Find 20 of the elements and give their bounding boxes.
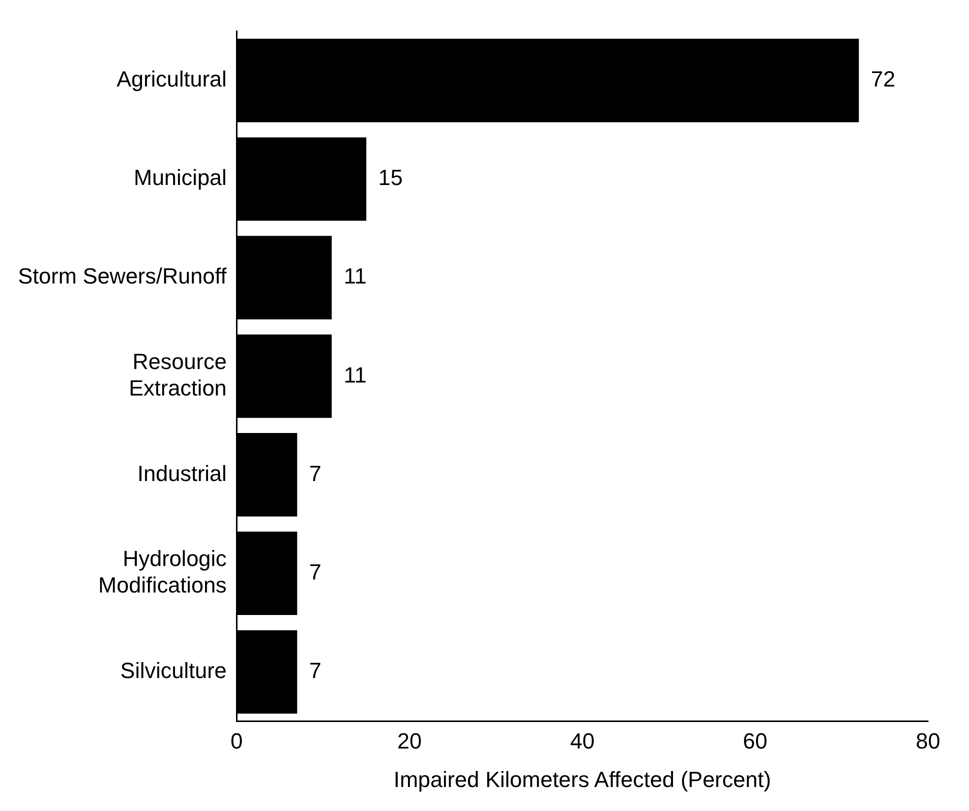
data-label: 11 — [344, 264, 367, 289]
y-tick-label: Municipal — [134, 165, 227, 190]
data-label: 15 — [378, 165, 403, 190]
y-tick-label: Industrial — [137, 460, 227, 486]
y-tick-label: Agricultural — [116, 66, 227, 92]
data-label: 7 — [309, 460, 322, 486]
data-label: 7 — [309, 658, 322, 683]
y-tick-label: Silviculture — [120, 658, 227, 683]
y-tick-label: Storm Sewers/Runoff — [18, 264, 228, 289]
data-label: 7 — [309, 559, 322, 584]
x-tick-label: 0 — [230, 728, 243, 754]
x-tick-label: 60 — [742, 728, 768, 754]
x-tick-label: 20 — [397, 728, 422, 754]
data-label: 72 — [870, 66, 896, 92]
data-label: 11 — [344, 362, 367, 388]
y-tick-label: Hydrologic Modifications — [98, 546, 227, 598]
y-tick-label: Resource Extraction — [128, 349, 227, 400]
x-tick-label: 40 — [570, 728, 595, 754]
x-tick-label: 80 — [916, 728, 940, 754]
x-axis-title: Impaired Kilometers Affected (Percent) — [394, 766, 772, 792]
